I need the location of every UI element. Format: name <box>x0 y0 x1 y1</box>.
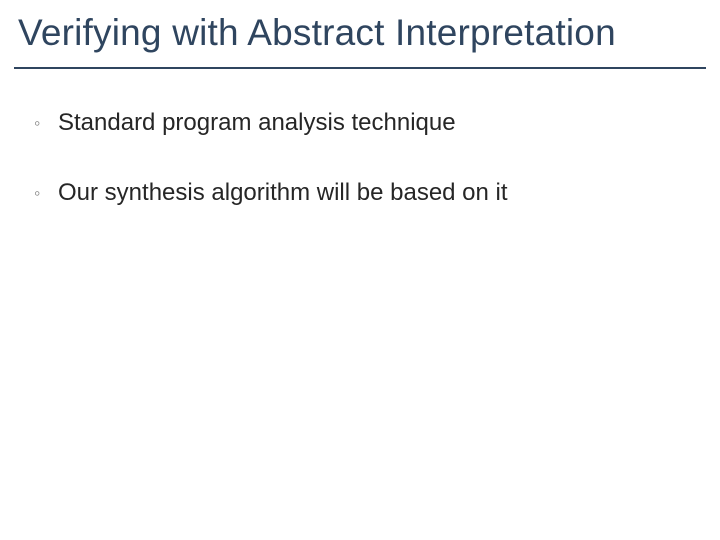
slide: Verifying with Abstract Interpretation ◦… <box>0 0 720 540</box>
bullet-item: ◦ Our synthesis algorithm will be based … <box>34 178 690 208</box>
bullet-mark-icon: ◦ <box>34 178 52 208</box>
slide-title: Verifying with Abstract Interpretation <box>18 12 702 54</box>
bullet-mark-icon: ◦ <box>34 108 52 138</box>
bullet-text: Standard program analysis technique <box>58 108 456 138</box>
bullet-item: ◦ Standard program analysis technique <box>34 108 690 138</box>
bullet-text: Our synthesis algorithm will be based on… <box>58 178 508 208</box>
title-underline <box>14 67 706 69</box>
